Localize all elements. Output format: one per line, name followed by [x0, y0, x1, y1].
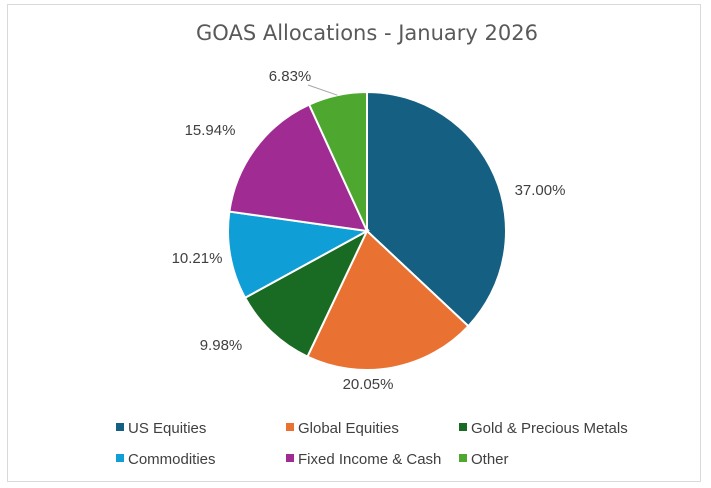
- legend-item-fixed-income-and-cash: Fixed Income & Cash: [286, 451, 441, 468]
- legend-swatch-gold-and-precious-metals: [459, 423, 467, 431]
- legend-item-gold-and-precious-metals: Gold & Precious Metals: [459, 420, 628, 437]
- chart-frame: GOAS Allocations - January 2026 37.00% 20…: [7, 4, 701, 482]
- legend-label-us-equities: US Equities: [128, 420, 206, 437]
- legend-item-us-equities: US Equities: [116, 420, 206, 437]
- legend-label-fixed-income-and-cash: Fixed Income & Cash: [298, 451, 441, 468]
- legend-label-other: Other: [471, 451, 509, 468]
- legend-label-gold-and-precious-metals: Gold & Precious Metals: [471, 420, 628, 437]
- data-label-commodities: 10.21%: [172, 250, 223, 267]
- legend-item-commodities: Commodities: [116, 451, 216, 468]
- pie-slice-other: [307, 90, 368, 232]
- legend-swatch-other: [459, 454, 467, 462]
- pie-slice-us-equities: [366, 90, 507, 328]
- legend-swatch-us-equities: [116, 423, 124, 431]
- data-label-other: 6.83%: [269, 68, 312, 85]
- pie-slice-fixed-income-and-cash: [228, 103, 369, 233]
- legend-label-global-equities: Global Equities: [298, 420, 399, 437]
- legend: US Equities Global Equities Gold & Preciou…: [116, 420, 628, 468]
- data-labels: 37.00% 20.05% 9.98% 10.21% 15.94% 6.83%: [172, 68, 566, 393]
- data-label-fixed-income-and-cash: 15.94%: [185, 122, 236, 139]
- data-label-us-equities: 37.00%: [515, 182, 566, 199]
- legend-item-global-equities: Global Equities: [286, 420, 399, 437]
- chart-title: GOAS Allocations - January 2026: [196, 21, 538, 45]
- pie-chart: GOAS Allocations - January 2026 37.00% 20…: [116, 21, 628, 468]
- legend-swatch-commodities: [116, 454, 124, 462]
- pie-slices: [227, 90, 507, 371]
- data-label-global-equities: 20.05%: [343, 376, 394, 393]
- leader-lines: [307, 84, 338, 96]
- legend-swatch-fixed-income-and-cash: [286, 454, 294, 462]
- leader-line-other: [307, 84, 338, 96]
- legend-label-commodities: Commodities: [128, 451, 216, 468]
- pie-slice-commodities: [227, 210, 371, 300]
- legend-item-other: Other: [459, 451, 509, 468]
- data-label-gold-and-precious-metals: 9.98%: [200, 337, 243, 354]
- pie-slice-gold-and-precious-metals: [243, 228, 370, 358]
- pie-slice-global-equities: [306, 229, 470, 371]
- legend-swatch-global-equities: [286, 423, 294, 431]
